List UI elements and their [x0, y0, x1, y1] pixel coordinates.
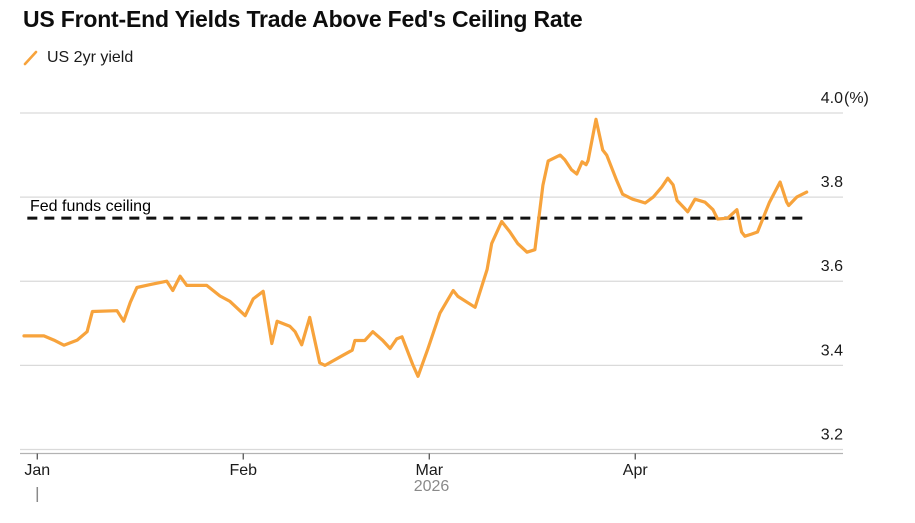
- fed-funds-ceiling-label: Fed funds ceiling: [30, 198, 151, 215]
- y-axis-tick-label: 3.6: [821, 258, 843, 275]
- year-label: 2026: [414, 478, 450, 495]
- y-axis-tick-label: 3.4: [821, 342, 843, 359]
- y-axis-tick-label: 4.0: [821, 90, 843, 107]
- x-axis-tick-label: Mar: [416, 462, 444, 479]
- chart-title: US Front-End Yields Trade Above Fed's Ce…: [23, 6, 583, 32]
- slash-icon: [23, 50, 38, 66]
- x-axis-tick-label: Apr: [623, 462, 649, 479]
- x-axis-tick-label: Jan: [24, 462, 50, 479]
- legend: US 2yr yield: [23, 49, 133, 67]
- y-axis-tick-label: 3.2: [821, 426, 843, 443]
- legend-series-label: US 2yr yield: [47, 49, 134, 66]
- y-axis-tick-label: 3.8: [821, 174, 843, 191]
- y-axis-unit-label: (%): [844, 90, 869, 107]
- x-axis-tick-label: Feb: [229, 462, 257, 479]
- yield-line: [22, 117, 809, 378]
